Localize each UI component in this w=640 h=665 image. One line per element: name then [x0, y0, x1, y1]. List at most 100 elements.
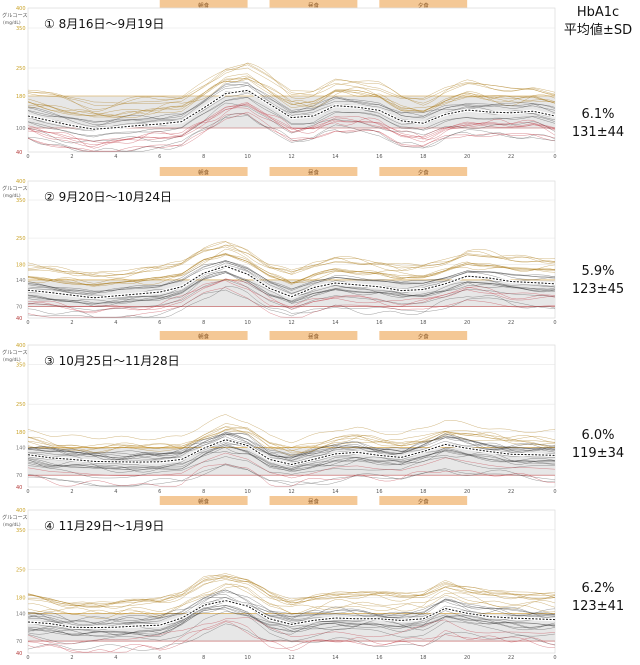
daily-trace: [27, 254, 556, 287]
x-tick-label: 0: [26, 320, 29, 326]
y-tick-label: 180: [16, 430, 26, 436]
x-tick-label: 14: [332, 154, 338, 160]
daily-trace: [27, 423, 556, 456]
daily-trace: [27, 463, 556, 487]
meal-bar: [159, 496, 248, 505]
daily-trace: [27, 577, 555, 606]
daily-trace: [27, 573, 556, 607]
y-tick-label: 400: [16, 6, 26, 12]
daily-trace: [27, 463, 556, 487]
daily-trace: [27, 78, 556, 118]
y-axis-unit: (mg/dL): [3, 522, 21, 528]
x-tick-label: 16: [376, 154, 382, 160]
daily-trace: [27, 426, 555, 454]
panel-3-stats: 6.0% 119±34: [556, 427, 640, 463]
daily-trace: [27, 620, 556, 653]
x-tick-label: 18: [420, 154, 426, 160]
panel-title: ② 9月20日～10月24日: [44, 190, 172, 204]
x-tick-label: 6: [158, 154, 161, 160]
x-tick-label: 12: [288, 154, 294, 160]
daily-trace: [27, 575, 556, 609]
x-tick-label: 0: [553, 154, 556, 160]
meal-label: 朝食: [198, 2, 210, 10]
mean-line: [27, 265, 556, 299]
daily-trace: [27, 111, 556, 152]
x-tick-label: 0: [26, 154, 29, 160]
y-tick-label: 250: [16, 402, 26, 408]
daily-trace: [27, 246, 556, 275]
meal-label: 夕食: [418, 333, 430, 341]
daily-trace: [27, 81, 556, 127]
daily-trace: [27, 445, 556, 471]
daily-trace: [27, 589, 556, 626]
y-tick-label: 400: [16, 508, 26, 514]
meal-bar: [269, 331, 358, 340]
meal-bar: [379, 331, 468, 340]
daily-trace: [27, 444, 556, 471]
daily-trace: [27, 431, 556, 461]
mean-sd-value: 131±44: [571, 125, 625, 140]
daily-trace: [28, 464, 556, 487]
daily-trace: [27, 253, 556, 285]
x-tick-label: 14: [332, 320, 338, 326]
meal-bar: [379, 0, 468, 9]
x-tick-label: 20: [464, 320, 470, 326]
mean-line: [27, 89, 556, 130]
y-axis-label: グルコース: [2, 348, 28, 356]
x-tick-label: 2: [70, 320, 73, 326]
y-tick-label: 40: [16, 485, 22, 491]
daily-trace: [27, 601, 556, 631]
daily-trace: [27, 427, 555, 454]
y-tick-label: 140: [16, 278, 26, 284]
meal-label: 夕食: [418, 498, 430, 506]
daily-trace: [27, 270, 556, 304]
daily-trace: [27, 241, 556, 279]
hba1c-value: 6.0%: [581, 428, 615, 443]
daily-trace: [27, 92, 556, 132]
y-tick-label: 140: [16, 446, 26, 452]
daily-trace: [27, 594, 556, 625]
daily-trace: [27, 287, 556, 318]
x-tick-label: 8: [202, 489, 205, 495]
y-tick-label: 40: [16, 651, 22, 657]
y-axis-label: グルコース: [2, 184, 28, 192]
daily-trace: [27, 591, 556, 624]
y-tick-label: 70: [16, 639, 22, 645]
meal-label: 朝食: [198, 169, 210, 177]
daily-trace: [27, 605, 556, 637]
meal-label: 昼食: [308, 498, 320, 506]
x-tick-label: 4: [114, 154, 117, 160]
x-tick-label: 12: [288, 489, 294, 495]
y-tick-label: 250: [16, 568, 26, 574]
x-tick-label: 22: [508, 655, 514, 661]
x-tick-label: 0: [26, 655, 29, 661]
x-tick-label: 18: [420, 489, 426, 495]
daily-trace: [27, 623, 556, 651]
x-tick-label: 16: [376, 655, 382, 661]
y-tick-label: 40: [16, 316, 22, 322]
side-header: HbA1c 平均値±SD: [556, 4, 640, 40]
mean-sd-value: 123±45: [571, 282, 625, 297]
y-tick-label: 400: [16, 343, 26, 349]
daily-trace: [27, 104, 556, 142]
daily-trace: [27, 280, 556, 312]
daily-trace: [27, 611, 556, 645]
x-tick-label: 18: [420, 320, 426, 326]
meal-bar: [269, 0, 358, 9]
daily-trace: [27, 272, 556, 304]
meal-bar: [159, 167, 248, 176]
hba1c-header: HbA1c: [576, 5, 620, 20]
daily-trace: [27, 608, 556, 636]
mean-line: [27, 600, 556, 629]
x-tick-label: 6: [158, 655, 161, 661]
meal-label: 昼食: [308, 333, 320, 341]
y-tick-label: 180: [16, 263, 26, 269]
daily-trace: [27, 605, 556, 636]
daily-trace: [27, 604, 556, 636]
x-tick-label: 20: [464, 489, 470, 495]
x-tick-label: 0: [553, 655, 556, 661]
daily-trace: [27, 586, 556, 618]
x-tick-label: 6: [158, 320, 161, 326]
daily-trace: [27, 64, 556, 110]
